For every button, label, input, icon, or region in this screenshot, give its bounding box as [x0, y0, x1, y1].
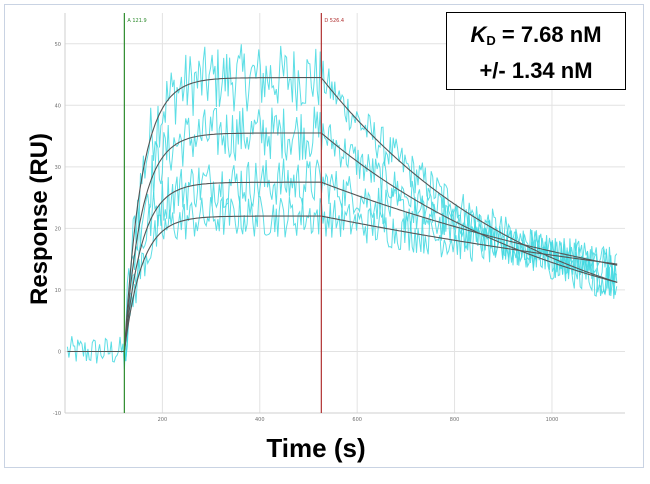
marker-label: A 121.9 — [127, 18, 146, 24]
y-tick-label: 30 — [55, 165, 61, 171]
y-tick-label: 20 — [55, 226, 61, 232]
y-tick-label: 10 — [55, 288, 61, 294]
x-tick-label: 600 — [352, 417, 362, 423]
y-tick-label: 50 — [55, 42, 61, 48]
raw-trace-2 — [123, 106, 618, 361]
kd-value-line: KD = 7.68 nM — [447, 20, 625, 56]
y-tick-label: -10 — [53, 411, 61, 417]
kd-annotation-box: KD = 7.68 nM +/- 1.34 nM — [446, 12, 626, 90]
fit-curve-4 — [123, 215, 618, 352]
x-axis-title: Time (s) — [266, 433, 365, 463]
kd-value: = 7.68 nM — [495, 22, 602, 47]
tick-labels: -10 0 10 20 30 40 50 200 400 600 800 1000 — [53, 42, 558, 423]
fit-curve-3 — [123, 181, 618, 352]
x-tick-label: 800 — [450, 417, 460, 423]
kd-symbol: K — [470, 22, 487, 47]
fit-curve-1 — [123, 77, 618, 352]
fit-curve-2 — [123, 132, 618, 352]
x-tick-label: 1000 — [546, 417, 559, 423]
y-axis-title: Response (RU) — [26, 133, 53, 305]
event-markers: A 121.9 D 526.4 — [123, 13, 344, 413]
raw-data-traces — [66, 44, 618, 370]
kd-subscript: D — [486, 33, 496, 48]
y-tick-label: 40 — [55, 103, 61, 109]
y-tick-label: 0 — [58, 349, 61, 355]
x-tick-label: 200 — [158, 417, 168, 423]
raw-trace-1 — [66, 44, 618, 370]
kd-error-line: +/- 1.34 nM — [479, 58, 593, 83]
fit-curves — [67, 77, 618, 352]
x-tick-label: 400 — [255, 417, 265, 423]
raw-trace-4 — [123, 195, 618, 361]
marker-label: D 526.4 — [324, 18, 344, 24]
